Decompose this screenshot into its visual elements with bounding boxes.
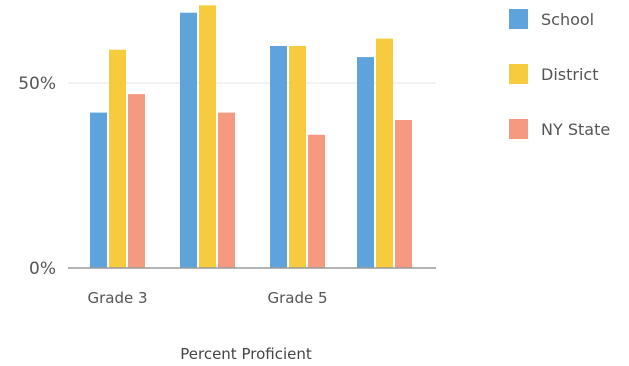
bars: [90, 5, 412, 269]
bar-district-1: [109, 49, 126, 269]
bar-district-2: [199, 5, 216, 269]
x-category-label: Grade 3: [87, 289, 147, 307]
legend-label: NY State: [541, 120, 610, 139]
bar-ny-state-3: [308, 134, 325, 268]
y-tick-label: 0%: [29, 259, 56, 279]
x-category-label: Grade 5: [267, 289, 327, 307]
y-tick-label: 50%: [18, 74, 56, 94]
bar-district-4: [376, 38, 393, 268]
x-axis-categories: Grade 3 Grade 5: [87, 289, 327, 307]
legend-swatch: [509, 119, 528, 139]
legend: School District NY State: [509, 9, 610, 139]
legend-swatch: [509, 9, 528, 29]
bar-school-3: [270, 46, 287, 268]
bar-school-4: [357, 57, 374, 268]
bar-ny-state-1: [128, 94, 145, 268]
bar-district-3: [289, 46, 306, 268]
y-axis-ticks: 0% 50%: [18, 74, 56, 279]
bar-ny-state-2: [218, 112, 235, 268]
legend-label: School: [541, 10, 594, 29]
bar-ny-state-4: [395, 120, 412, 268]
bar-school-1: [90, 112, 107, 268]
bar-school-2: [180, 12, 197, 269]
legend-label: District: [541, 65, 598, 84]
x-axis-title: Percent Proficient: [180, 345, 312, 363]
legend-swatch: [509, 64, 528, 84]
